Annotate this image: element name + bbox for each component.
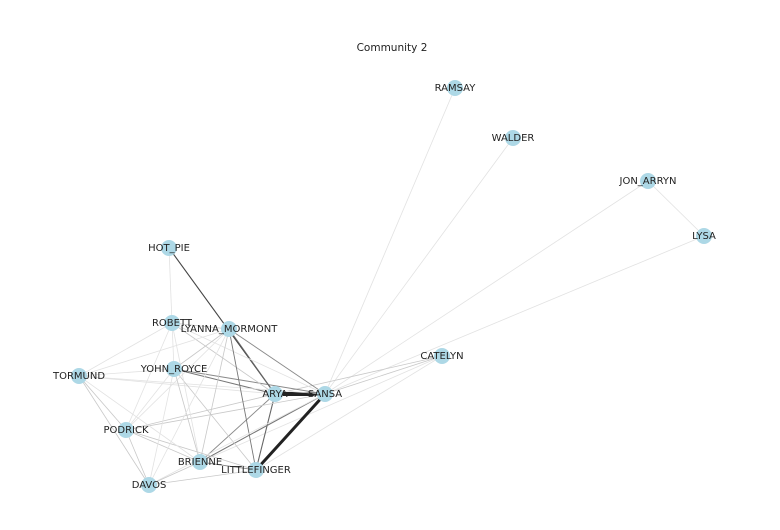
edge — [78, 375, 127, 431]
edge — [125, 429, 257, 471]
edge — [168, 247, 173, 324]
node-label: SANSA — [308, 389, 342, 400]
edge — [228, 328, 276, 395]
node — [221, 321, 237, 337]
edge — [78, 322, 173, 377]
edge — [199, 355, 443, 463]
node — [505, 130, 521, 146]
node-label: YOHN_ROYCE — [140, 364, 208, 375]
edge — [647, 180, 705, 237]
edges — [78, 87, 705, 486]
edge — [173, 368, 257, 471]
edge — [78, 375, 150, 486]
node — [434, 348, 450, 364]
node — [118, 422, 134, 438]
edge — [173, 368, 276, 395]
edge — [148, 328, 230, 486]
diagram-title: Community 2 — [357, 42, 428, 54]
node-label: DAVOS — [132, 480, 167, 491]
edge — [255, 393, 276, 471]
node — [248, 462, 264, 478]
node — [696, 228, 712, 244]
edge — [125, 393, 276, 431]
node-label: LITTLEFINGER — [221, 465, 291, 476]
edge — [171, 322, 201, 463]
edge — [78, 368, 175, 377]
edge — [173, 328, 230, 370]
edge — [125, 328, 230, 431]
edge — [78, 328, 230, 377]
edge — [228, 328, 326, 395]
node-label: LYANNA_MORMONT — [181, 324, 279, 335]
node — [161, 240, 177, 256]
edge — [199, 328, 230, 463]
node — [71, 368, 87, 384]
edge — [171, 322, 276, 395]
node-label: ARYA — [262, 389, 287, 400]
edge — [148, 461, 201, 486]
node — [164, 315, 180, 331]
edge — [324, 235, 705, 395]
edge — [228, 328, 257, 471]
node — [141, 477, 157, 493]
edge — [324, 87, 456, 395]
edge — [173, 368, 201, 463]
edge — [171, 322, 326, 395]
node — [267, 386, 283, 402]
edge — [199, 393, 326, 463]
edge — [125, 368, 175, 431]
edge — [254, 392, 327, 472]
node-label: PODRICK — [103, 425, 148, 436]
edge — [324, 180, 649, 395]
nodes: RAMSAY WALDER JON_ARRYN LYSA HOT_PIE ROBETTLY… — [52, 80, 716, 493]
node — [447, 80, 463, 96]
edge — [125, 322, 173, 431]
node-label: BRIENNE — [178, 457, 222, 468]
edge — [255, 355, 443, 471]
edge — [324, 355, 443, 395]
node-label: JON_ARRYN — [619, 176, 677, 187]
node-label: WALDER — [492, 133, 535, 144]
node — [640, 173, 656, 189]
edge — [324, 137, 514, 395]
edge — [171, 322, 230, 330]
edge — [148, 469, 257, 486]
node — [192, 454, 208, 470]
edge — [125, 429, 150, 486]
edge — [148, 368, 175, 486]
edge — [78, 375, 201, 463]
edge — [125, 393, 326, 431]
node-label: CATELYN — [420, 351, 463, 362]
node-label: LYSA — [692, 231, 716, 242]
edge — [78, 375, 326, 395]
edge — [173, 368, 326, 395]
node-label: HOT_PIE — [148, 243, 190, 254]
edge — [148, 393, 326, 486]
node — [166, 361, 182, 377]
edge — [199, 461, 257, 471]
node-label: RAMSAY — [435, 83, 477, 94]
edge — [125, 429, 201, 463]
edge — [274, 355, 443, 395]
node-label: ROBETT — [152, 318, 193, 329]
node — [317, 386, 333, 402]
edge — [78, 375, 276, 395]
node-label: TORMUND — [52, 371, 105, 382]
